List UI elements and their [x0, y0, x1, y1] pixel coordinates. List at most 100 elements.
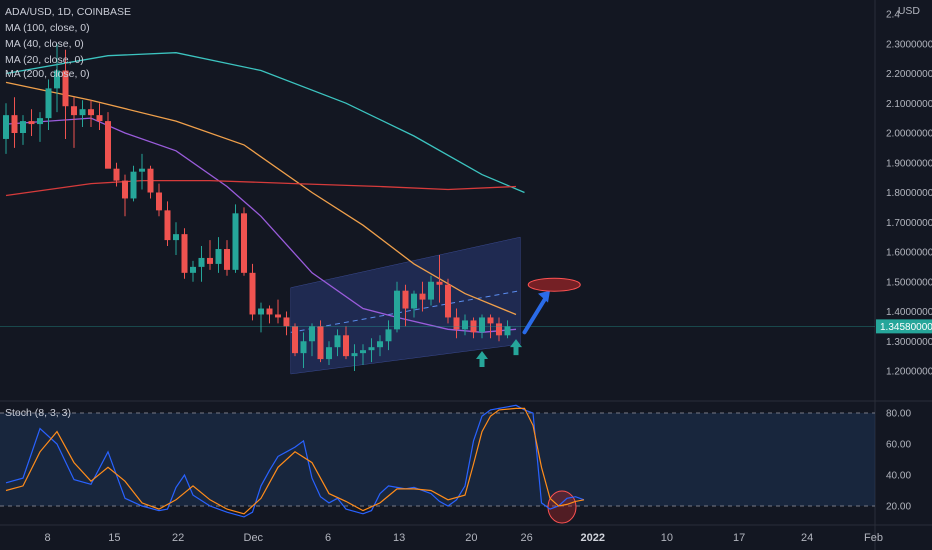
candle-body — [190, 266, 196, 273]
candle-body — [402, 290, 409, 309]
candle-body — [232, 213, 239, 270]
stoch-tick-label: 20.00 — [886, 502, 911, 513]
stoch-highlight-ellipse — [547, 490, 577, 524]
candle-body — [181, 234, 188, 273]
ma-line-2 — [5, 117, 517, 333]
candle-body — [20, 121, 26, 133]
time-tick-label: 20 — [465, 532, 477, 544]
price-tick-label: 1.70000000 — [886, 218, 932, 229]
candle-body — [147, 168, 154, 193]
candle-body — [360, 350, 366, 354]
candle-body — [394, 290, 400, 330]
candle-body — [45, 88, 52, 119]
projection-arrow-head — [538, 290, 550, 303]
candle-body — [326, 347, 332, 360]
legend-ma200[interactable]: MA (200, close, 0) — [5, 68, 90, 80]
candle-body — [377, 341, 383, 348]
candle-body — [343, 335, 349, 357]
candle-body — [79, 109, 86, 116]
candle-body — [258, 308, 264, 315]
time-tick-label: 2022 — [581, 532, 605, 544]
currency-label[interactable]: USD — [897, 5, 920, 17]
legend-ma100[interactable]: MA (100, close, 0) — [5, 22, 90, 34]
candle-body — [3, 115, 9, 139]
annotations-layer — [0, 277, 875, 524]
stoch-line-k — [5, 404, 585, 518]
stoch-tick-label: 80.00 — [886, 409, 911, 420]
candle-body — [37, 118, 43, 125]
channel-midline — [290, 290, 521, 333]
legend-ma20[interactable]: MA (20, close, 0) — [5, 54, 84, 66]
price-tick-label: 2.00000000 — [886, 129, 932, 140]
price-tick-label: 1.20000000 — [886, 367, 932, 378]
candle-body — [62, 70, 69, 107]
time-axis[interactable]: 81522Dec61320262022101724Feb7 — [45, 532, 932, 544]
candle-body — [411, 293, 417, 309]
candle-body — [164, 210, 171, 241]
candle-body — [122, 180, 128, 199]
candle-body — [496, 323, 502, 336]
candle-body — [96, 115, 103, 122]
ma-line-0 — [5, 52, 525, 194]
symbol-title[interactable]: ADA/USD, 1D, COINBASE — [5, 6, 132, 18]
current-price-tag — [876, 319, 932, 334]
candle-body — [105, 121, 111, 169]
time-tick-label: 26 — [521, 532, 533, 544]
candle-body — [71, 106, 77, 116]
candle-body — [351, 353, 358, 357]
candle-body — [292, 326, 298, 354]
candle-body — [385, 329, 392, 342]
candle-body — [130, 171, 137, 199]
candle-body — [487, 317, 494, 324]
price-tick-label: 1.40000000 — [886, 307, 932, 318]
candle-body — [139, 168, 145, 172]
candle-body — [300, 341, 307, 354]
candle-body — [28, 121, 35, 125]
time-tick-label: Dec — [244, 532, 264, 544]
up-arrow-0 — [476, 351, 488, 368]
candle-body — [224, 249, 230, 270]
candle-body — [436, 281, 443, 285]
stoch-axis[interactable]: 20.00 40.00 60.00 80.00 — [886, 409, 911, 513]
price-tick-label: 1.60000000 — [886, 248, 932, 259]
projection-arrow-shaft — [522, 293, 549, 335]
time-tick-label: 8 — [45, 532, 51, 544]
candle-body — [113, 168, 120, 181]
candle-body — [54, 70, 60, 89]
price-tick-label: 2.10000000 — [886, 99, 932, 110]
ma-line-3 — [5, 179, 517, 197]
time-tick-label: 13 — [393, 532, 405, 544]
candle-body — [462, 320, 468, 330]
time-tick-label: 22 — [172, 532, 184, 544]
time-tick-label: 10 — [661, 532, 673, 544]
price-tick-label: 2.20000000 — [886, 69, 932, 80]
candle-body — [428, 281, 434, 300]
candle-body — [275, 314, 281, 318]
candle-body — [317, 326, 324, 360]
time-tick-label: 15 — [108, 532, 120, 544]
candle-body — [445, 284, 451, 318]
candle-body — [173, 234, 179, 241]
candle-body — [334, 335, 341, 348]
price-tick-label: 2.4 — [886, 10, 900, 21]
candle-body — [215, 249, 222, 264]
candle-body — [283, 317, 290, 327]
stoch-band-layer — [0, 412, 875, 507]
price-axis[interactable]: 1.20000000 1.30000000 1.40000000 1.50000000… — [876, 10, 932, 378]
stoch-legend[interactable]: Stoch (8, 3, 3) — [5, 407, 71, 419]
stoch-lines-layer — [5, 404, 585, 518]
candle-body — [88, 109, 94, 116]
up-arrow-1 — [510, 339, 522, 356]
price-tick-label: 1.80000000 — [886, 188, 932, 199]
legend-ma40[interactable]: MA (40, close, 0) — [5, 38, 84, 50]
current-price-label: 1.34580000 — [880, 322, 932, 333]
candle-body — [241, 213, 247, 273]
target-ellipse — [527, 277, 581, 292]
candle-body — [249, 272, 256, 315]
price-tick-label: 1.30000000 — [886, 337, 932, 348]
time-tick-label: 24 — [801, 532, 813, 544]
candle-body — [368, 347, 375, 351]
time-tick-label: Feb — [864, 532, 883, 544]
candle-body — [309, 326, 315, 342]
